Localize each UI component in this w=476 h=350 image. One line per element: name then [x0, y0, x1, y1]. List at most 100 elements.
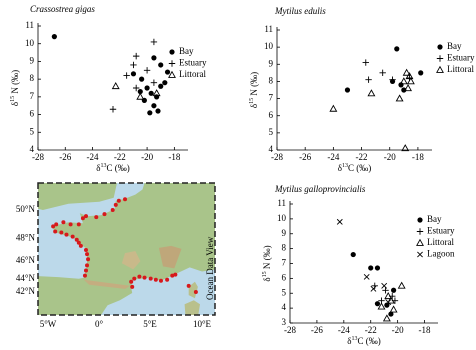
- point: [52, 34, 57, 39]
- x-tick-label: -24: [338, 325, 350, 335]
- point: [364, 274, 369, 279]
- site: [61, 220, 65, 224]
- site: [129, 280, 133, 284]
- point: [330, 106, 336, 112]
- site: [71, 235, 75, 239]
- point: [158, 84, 163, 89]
- site: [54, 222, 58, 226]
- y-tick-label: 7: [269, 93, 274, 103]
- axis-label: δ13C (‰): [96, 163, 130, 173]
- point: [158, 62, 163, 67]
- site: [130, 285, 134, 289]
- site: [79, 244, 83, 248]
- point: [133, 53, 139, 59]
- point: [391, 288, 396, 293]
- point: [144, 67, 150, 73]
- x-tick-label: -20: [384, 152, 396, 162]
- x-tick-label: -26: [311, 325, 323, 335]
- y-tick-label: 7: [282, 258, 287, 268]
- point: [365, 77, 371, 83]
- legend-label: Bay: [447, 41, 462, 51]
- point: [345, 87, 350, 92]
- axis-label-part: C (‰): [107, 163, 130, 173]
- point: [131, 71, 136, 76]
- legend-label: Littoral: [179, 69, 206, 79]
- point: [142, 98, 147, 103]
- site: [187, 284, 191, 288]
- site: [159, 279, 163, 283]
- x-tick-label: -22: [114, 152, 126, 162]
- x-tick-label: -22: [365, 325, 377, 335]
- lon-label: 5°W: [40, 319, 57, 329]
- axis-label: δ13C (‰): [347, 336, 381, 346]
- y-tick-label: 11: [277, 198, 286, 208]
- site: [83, 274, 87, 278]
- y-tick-label: 5: [282, 287, 287, 297]
- site: [85, 252, 89, 256]
- site: [69, 222, 73, 226]
- legend-marker: [417, 217, 422, 222]
- legend-marker: [417, 240, 423, 246]
- point: [149, 91, 154, 96]
- point: [155, 108, 160, 113]
- axis-label: δ15 N (‰): [10, 70, 20, 106]
- lon-label: 10°E: [193, 319, 212, 329]
- point: [418, 70, 423, 75]
- legend-label: Bay: [179, 46, 194, 56]
- y-tick-label: 9: [282, 228, 287, 238]
- legend-marker: [417, 252, 422, 257]
- point: [130, 62, 136, 68]
- point: [371, 286, 376, 291]
- point: [113, 83, 119, 89]
- site: [173, 273, 177, 277]
- point: [394, 46, 399, 51]
- site: [117, 199, 121, 203]
- point: [165, 69, 170, 74]
- x-tick-label: -28: [271, 152, 283, 162]
- point: [110, 106, 116, 112]
- point: [379, 70, 385, 76]
- axis-label-part: N (‰): [262, 245, 272, 271]
- y-tick-label: 4: [282, 302, 287, 312]
- site: [114, 203, 118, 207]
- point: [368, 90, 374, 96]
- y-tick-label: 5: [269, 127, 274, 137]
- legend-label: Bay: [427, 214, 442, 224]
- site: [194, 290, 198, 294]
- y-tick-label: 9: [269, 58, 274, 68]
- point: [375, 301, 380, 306]
- y-tick-label: 10: [264, 41, 274, 51]
- axis-label: δ13C (‰): [338, 163, 372, 173]
- site: [111, 208, 115, 212]
- y-tick-label: 6: [30, 109, 35, 119]
- point: [151, 39, 157, 45]
- x-tick-label: -26: [299, 152, 311, 162]
- x-tick-label: -28: [32, 152, 44, 162]
- lat-label: 42°N: [16, 286, 36, 296]
- y-tick-label: 10: [25, 38, 35, 48]
- point: [405, 85, 411, 91]
- point: [147, 110, 152, 115]
- legend-label: Estuary: [427, 226, 455, 236]
- site: [94, 215, 98, 219]
- site: [84, 248, 88, 252]
- axis-label: δ15 N (‰): [262, 245, 272, 281]
- axis-label: δ15 N (‰): [249, 72, 259, 108]
- axis-label-part: N (‰): [10, 70, 20, 96]
- lon-label: 5°E: [143, 319, 157, 329]
- site: [86, 257, 90, 261]
- point: [162, 80, 167, 85]
- point: [154, 94, 159, 99]
- legend-marker: [169, 60, 175, 66]
- site: [53, 230, 57, 234]
- legend-label: Lagoon: [427, 249, 455, 259]
- point: [398, 283, 404, 289]
- x-tick-label: -18: [419, 325, 431, 335]
- point: [151, 103, 156, 108]
- site: [84, 268, 88, 272]
- point: [123, 72, 129, 78]
- site: [154, 278, 158, 282]
- y-tick-label: 5: [30, 126, 35, 136]
- map-credit: Ocean Data View: [205, 236, 215, 300]
- point: [337, 219, 342, 224]
